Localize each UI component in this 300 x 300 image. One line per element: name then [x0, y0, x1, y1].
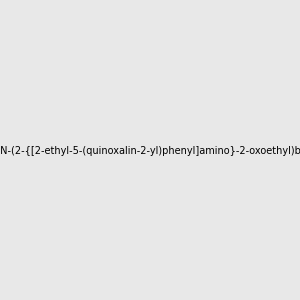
Text: 4-chloro-N-(2-{[2-ethyl-5-(quinoxalin-2-yl)phenyl]amino}-2-oxoethyl)benzamide: 4-chloro-N-(2-{[2-ethyl-5-(quinoxalin-2-…: [0, 146, 300, 157]
